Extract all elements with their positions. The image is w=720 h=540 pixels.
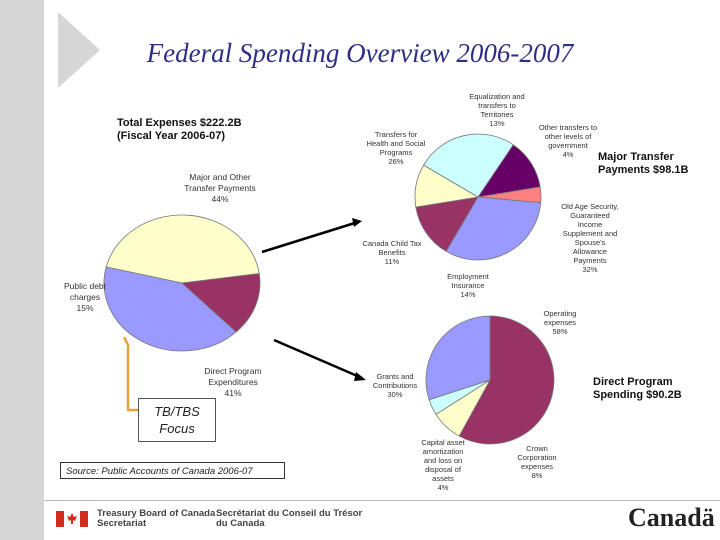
focus-bracket [122,336,138,412]
total-pie-slice-2 [181,273,261,333]
dept-name-french: Secrétariat du Conseil du Trésor du Canad… [216,508,363,529]
arrow-head-direct-icon [354,372,366,381]
total-pie-slice-0 [105,214,260,284]
major-transfer-pie [414,133,542,261]
transfer-pie-slice-5 [423,133,514,198]
left-sidebar-bar [0,0,44,540]
arrow-to-direct-pie [273,338,363,380]
label-child-tax: Canada Child Tax Benefits 11% [362,239,422,266]
canada-flag-icon [56,511,88,527]
label-grants-contributions: Grants and Contributions 30% [372,372,418,399]
label-capital-asset: Capital asset amortization and loss on disp… [421,438,465,492]
transfer-pie-slice-3 [415,196,479,252]
direct-pie-slice-0 [458,315,555,445]
canada-wordmark: Canadä [628,503,715,532]
direct-program-title: Direct Program Spending $90.2B [593,376,682,401]
label-direct-program-expenditures: Direct Program Expenditures 41% [204,366,262,398]
transfer-pie-slice-2 [445,196,542,261]
total-pie-slice-1 [103,266,237,352]
label-equalization: Equalization and transfers to Territories 1… [469,92,525,128]
arrow-head-transfer-icon [352,218,362,227]
arrow-to-transfer-pie [261,220,359,254]
tbs-focus-box: TB/TBS Focus [138,398,216,442]
total-expenses-pie [103,214,261,352]
source-note: Source: Public Accounts of Canada 2006-0… [60,462,285,479]
total-expenses-label: Total Expenses $222.2B [117,117,242,129]
footer-divider [44,500,720,501]
page-title: Federal Spending Overview 2006-2007 [146,38,574,68]
decorative-arrow-icon [58,12,100,88]
label-crown-corporation: Crown Corporation expenses 8% [517,444,557,480]
label-old-age-security: Old Age Security, Guaranteed Income Supplem… [561,202,619,274]
label-other-transfers: Other transfers to other levels of governm… [538,123,598,159]
dept-name-english: Treasury Board of Canada Secretariat [97,508,216,529]
label-health-social: Transfers for Health and Social Programs 26… [366,130,426,166]
direct-pie-slice-3 [425,315,491,401]
fiscal-year-label: (Fiscal Year 2006-07) [117,130,226,142]
label-employment-insurance: Employment Insurance 14% [447,272,489,299]
major-transfer-title: Major Transfer Payments $98.1B [598,151,689,176]
label-public-debt: Public debt charges 15% [63,281,107,313]
direct-program-pie [425,315,555,445]
label-operating-expenses: Operating expenses 58% [543,309,577,336]
label-major-other-transfer: Major and Other Transfer Payments 44% [184,172,256,204]
